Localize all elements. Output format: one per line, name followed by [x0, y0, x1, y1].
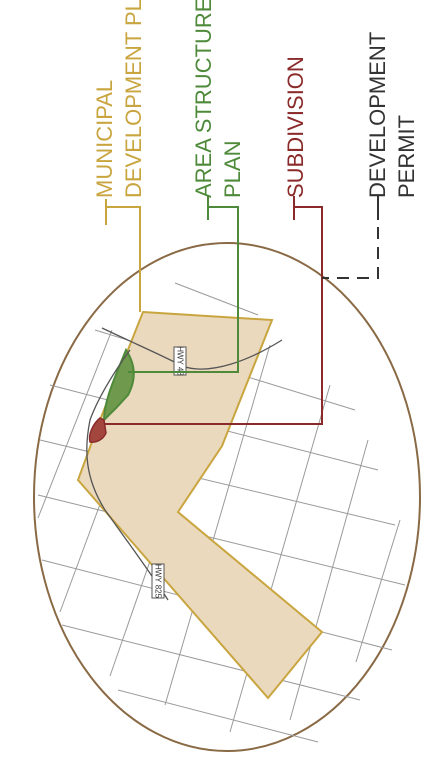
dp-label-line1: DEVELOPMENT	[365, 32, 390, 198]
dp-label-line2: PERMIT	[394, 115, 419, 198]
subdivision-leader-line	[104, 206, 323, 425]
mdp-label-line1: MUNICIPAL	[92, 80, 117, 198]
asp-label-line1: AREA STRUCTURE	[191, 0, 216, 198]
hwy-b-label: HWY 825	[154, 564, 163, 599]
hwy-a-shield: HWY 43	[173, 346, 187, 376]
mdp-label-line2: DEVELOPMENT PLAN	[121, 0, 146, 198]
hwy-road-b	[86, 349, 169, 601]
dp-leader-line	[322, 207, 379, 279]
hwy-b-shield: HWY 825	[151, 563, 165, 599]
subdivision-area	[88, 417, 107, 443]
hwy-a-label: HWY 43	[176, 346, 185, 376]
asp-leader-line	[128, 206, 239, 373]
asp-area	[102, 347, 135, 423]
subdivision-label: SUBDIVISION	[283, 56, 308, 198]
asp-label-line2: PLAN	[220, 141, 245, 198]
